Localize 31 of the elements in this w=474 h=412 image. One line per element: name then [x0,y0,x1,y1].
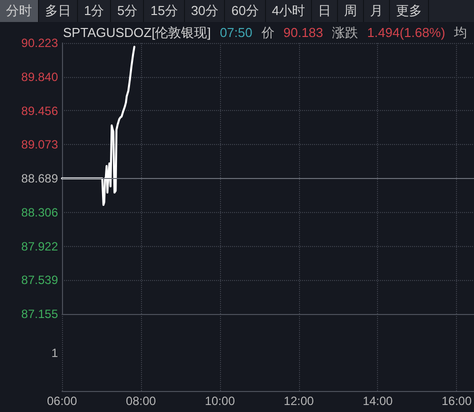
text: 更多 [396,3,422,18]
y-tick-label: 88.689 [21,172,58,186]
text: 30分 [190,3,218,18]
x-tick-label: 06:00 [46,394,78,408]
x-tick-label: 12:00 [284,394,314,408]
text: 月 [370,3,384,18]
text: 5分 [117,3,138,18]
y-tick-label: 87.539 [21,273,58,288]
y-tick-label: 87.922 [21,239,58,254]
text: 1 [51,346,58,360]
text: 1分 [84,3,104,18]
text: 60分 [231,3,259,18]
text: 分时 [6,3,32,18]
y-tick-label: 87.155 [21,307,58,321]
text: 4小时 [272,3,306,18]
y-tick-label: 89.456 [21,104,58,118]
x-tick-label: 14:00 [362,394,394,408]
chart-subtitle: 07:50 价 90.183 涨跌 1.494(1.68%) 均 [220,24,468,42]
x-tick-label: 08:00 [126,394,156,408]
line-series [61,46,136,206]
text: 多日 [45,3,71,18]
text: 15分 [150,3,178,18]
y-tick-label: 90.223 [21,36,58,50]
text: 周 [344,3,358,18]
x-tick-label: 16:00 [442,394,472,408]
y-tick-label: 89.073 [21,138,58,152]
y-tick-label: 88.306 [21,205,58,220]
x-tick-label: 10:00 [204,394,236,408]
y-tick-label: 89.840 [21,70,58,84]
chart-title: SPTAGUSDOZ[伦敦银现] [63,24,211,42]
text: 日 [318,3,332,18]
